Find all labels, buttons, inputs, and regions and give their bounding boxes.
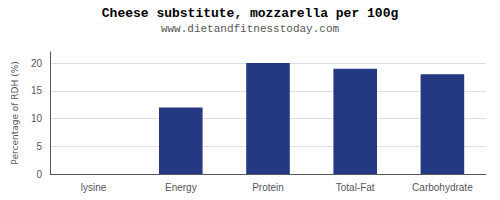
svg-text:10: 10 (31, 113, 43, 124)
svg-text:5: 5 (36, 141, 42, 152)
svg-text:15: 15 (31, 85, 43, 96)
svg-text:Protein: Protein (252, 182, 284, 193)
svg-text:20: 20 (31, 58, 43, 69)
svg-text:Energy: Energy (165, 182, 197, 193)
svg-text:lysine: lysine (81, 182, 107, 193)
svg-text:Total-Fat: Total-Fat (336, 182, 375, 193)
svg-text:Cheese substitute, mozzarella: Cheese substitute, mozzarella per 100g (102, 6, 399, 21)
svg-text:Percentage of RDH (%): Percentage of RDH (%) (10, 61, 20, 164)
svg-text:www.dietandfitnesstoday.com: www.dietandfitnesstoday.com (161, 23, 340, 35)
svg-text:0: 0 (36, 169, 42, 180)
svg-text:Carbohydrate: Carbohydrate (412, 182, 473, 193)
